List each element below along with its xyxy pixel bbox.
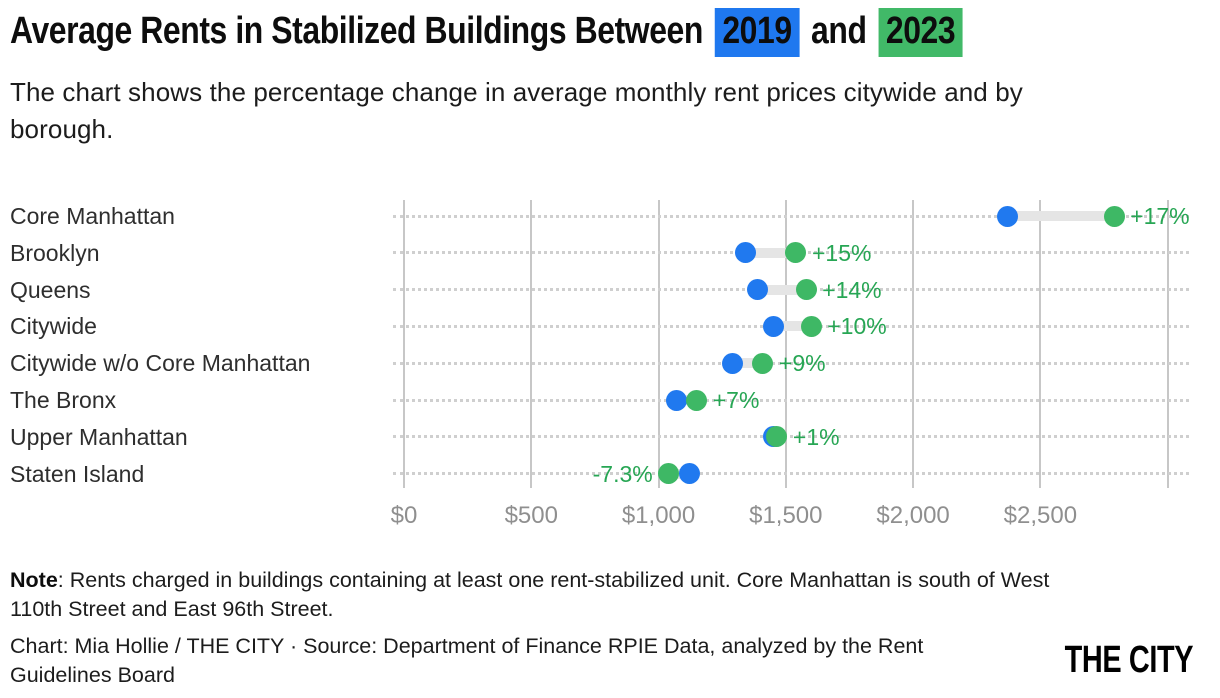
row-dotted-line bbox=[393, 472, 1189, 476]
dumbbell-connector bbox=[1007, 211, 1115, 221]
title-year-2023-highlight: 2023 bbox=[878, 8, 963, 57]
gridline-0 bbox=[403, 200, 405, 488]
x-tick-label: $2,000 bbox=[876, 502, 950, 529]
dumbbell-connector bbox=[732, 358, 763, 369]
dot-2023 bbox=[766, 426, 788, 448]
dumbbell-connector bbox=[757, 284, 807, 295]
chart-subtitle: The chart shows the percentage change in… bbox=[10, 77, 1023, 144]
gridline-1500 bbox=[784, 200, 787, 488]
category-label: Brooklyn bbox=[10, 239, 100, 266]
title-year-2019-highlight: 2019 bbox=[714, 8, 800, 57]
dot-2019 bbox=[762, 315, 784, 337]
title-text: Average Rents in Stabilized Buildings Be… bbox=[10, 10, 703, 52]
dot-2019 bbox=[665, 389, 687, 411]
category-label: Citywide w/o Core Manhattan bbox=[10, 350, 311, 377]
category-label: Citywide bbox=[10, 313, 97, 340]
row-dotted-line bbox=[393, 214, 1189, 218]
change-label: +9% bbox=[778, 350, 826, 377]
change-label: +17% bbox=[1130, 203, 1190, 229]
dot-2019 bbox=[721, 352, 743, 374]
dot-2019 bbox=[747, 279, 769, 301]
gridline-500 bbox=[530, 200, 533, 488]
gridline-3000 bbox=[1166, 200, 1169, 488]
x-tick-label: $1,500 bbox=[749, 502, 823, 529]
dot-2019 bbox=[734, 242, 756, 264]
category-label: Queens bbox=[10, 276, 91, 303]
dot-2023 bbox=[1103, 205, 1125, 227]
row-dotted-line bbox=[393, 361, 1189, 365]
gridline-1000 bbox=[657, 200, 660, 488]
dot-2023 bbox=[800, 315, 822, 337]
change-label: -7.3% bbox=[592, 460, 653, 487]
row-dotted-line bbox=[393, 398, 1189, 402]
chart-credit: Chart: Mia Hollie / THE CITY · Source: D… bbox=[10, 634, 924, 687]
x-tick-label: $2,500 bbox=[1003, 502, 1078, 529]
x-tick-label: $0 bbox=[390, 502, 418, 529]
row-dotted-line bbox=[393, 435, 1189, 439]
note-text: : Rents charged in buildings containing … bbox=[10, 568, 1050, 621]
category-label: The Bronx bbox=[10, 387, 117, 413]
x-tick-label: $1,000 bbox=[621, 502, 696, 529]
change-label: +14% bbox=[822, 276, 882, 303]
category-label: Staten Island bbox=[10, 460, 145, 487]
dumbbell-connector bbox=[773, 321, 812, 332]
note-label: Note bbox=[10, 568, 58, 592]
gridline-2500 bbox=[1039, 200, 1042, 488]
change-label: +7% bbox=[712, 387, 760, 413]
dot-2023 bbox=[752, 352, 774, 374]
dot-2019 bbox=[678, 463, 700, 485]
x-tick-label: $500 bbox=[504, 502, 558, 529]
title-conjunction: and bbox=[811, 10, 867, 52]
gridline-2000 bbox=[912, 200, 915, 488]
chart-title: Average Rents in Stabilized Buildings Be… bbox=[10, 8, 966, 57]
dot-2023 bbox=[658, 463, 680, 485]
chart-note: Note: Rents charged in buildings contain… bbox=[10, 566, 1055, 624]
the-city-logo: THE CITY bbox=[1064, 639, 1193, 681]
category-label: Upper Manhattan bbox=[10, 423, 188, 450]
category-label: Core Manhattan bbox=[10, 203, 175, 229]
dot-2023 bbox=[686, 389, 708, 411]
dumbbell-connector bbox=[745, 247, 796, 258]
change-label: +15% bbox=[811, 239, 872, 266]
dot-2019 bbox=[996, 205, 1018, 227]
change-label: +10% bbox=[827, 313, 887, 340]
change-label: +1% bbox=[792, 423, 840, 450]
dot-2023 bbox=[795, 279, 817, 301]
dot-2023 bbox=[785, 242, 807, 264]
